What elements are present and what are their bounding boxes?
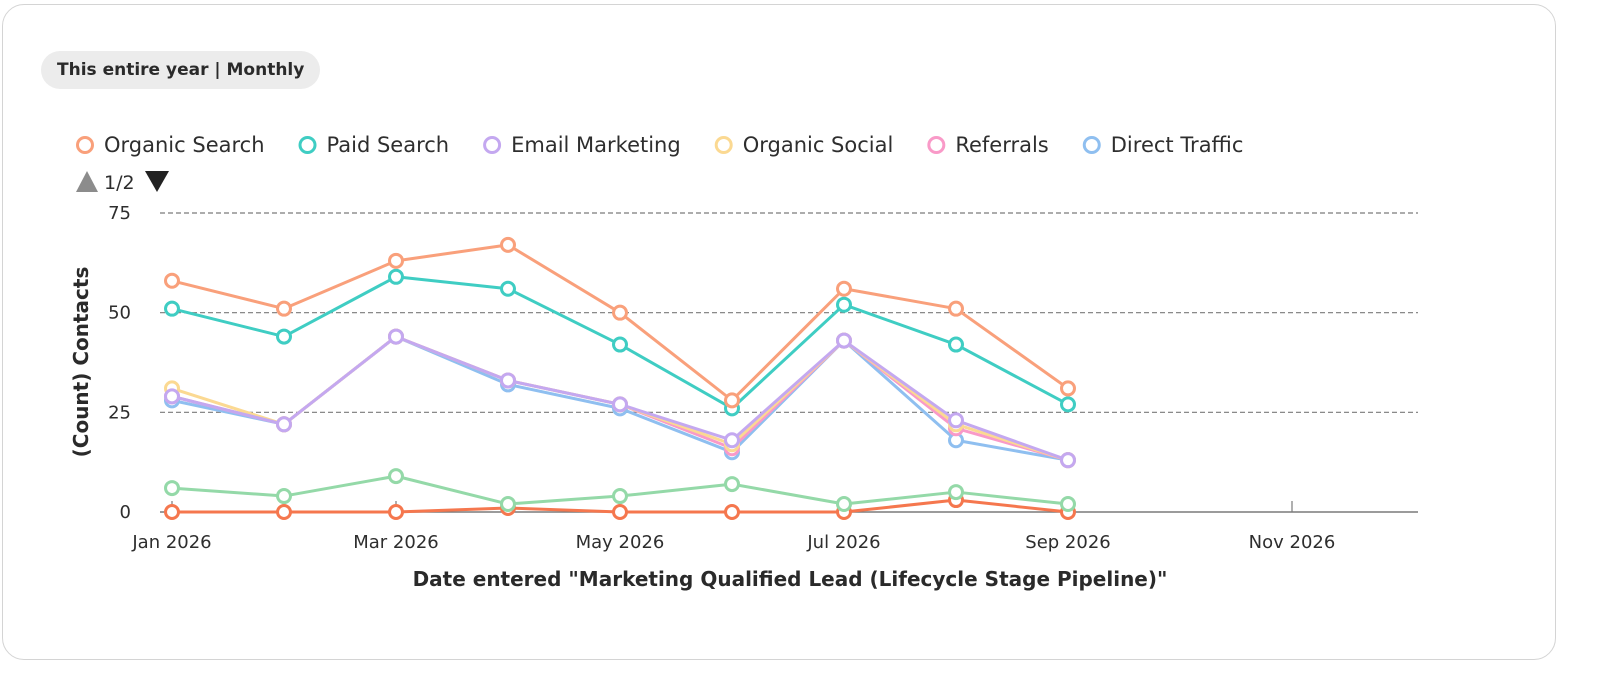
legend-marker-icon [714, 136, 733, 154]
data-point[interactable] [388, 268, 404, 285]
legend-label: Email Marketing [511, 133, 681, 157]
data-point[interactable] [948, 336, 964, 353]
legend-label: Organic Social [743, 133, 894, 157]
legend-item[interactable]: Referrals [927, 133, 1049, 157]
data-point[interactable] [164, 300, 180, 317]
series-paid-search [164, 268, 1076, 417]
data-point[interactable] [388, 504, 404, 520]
data-point[interactable] [1060, 496, 1076, 513]
data-point[interactable] [724, 476, 740, 493]
legend-page-indicator: 1/2 [104, 172, 135, 194]
legend-label: Organic Search [104, 133, 265, 157]
data-point[interactable] [724, 432, 740, 449]
data-point[interactable] [164, 388, 180, 405]
data-point[interactable] [276, 504, 292, 520]
legend: Organic Search Paid Search Email Marketing… [76, 133, 1244, 157]
data-point[interactable] [724, 504, 740, 520]
x-tick-label: Jul 2026 [806, 532, 880, 553]
data-point[interactable] [388, 328, 404, 345]
x-tick-label: Nov 2026 [1249, 532, 1336, 553]
x-tick-label: Jan 2026 [131, 532, 211, 553]
legend-item[interactable]: Paid Search [298, 133, 450, 157]
legend-marker-icon [76, 136, 94, 154]
data-point[interactable] [276, 416, 292, 433]
y-tick-label: 50 [108, 303, 131, 324]
x-tick-label: May 2026 [576, 532, 665, 553]
legend-marker-icon [927, 136, 946, 154]
x-axis-title: Date entered "Marketing Qualified Lead (… [413, 567, 1168, 591]
data-point[interactable] [836, 332, 852, 349]
legend-page-up-icon[interactable] [76, 171, 98, 192]
legend-marker-icon [298, 136, 317, 154]
data-point[interactable] [388, 252, 404, 269]
series [164, 236, 1076, 520]
data-point[interactable] [164, 480, 180, 497]
data-point[interactable] [164, 504, 180, 520]
legend-item[interactable]: Organic Search [76, 133, 265, 157]
series-organic-search [164, 236, 1076, 409]
legend-label: Referrals [955, 133, 1048, 157]
data-point[interactable] [836, 280, 852, 297]
data-point[interactable] [1060, 452, 1076, 469]
data-point[interactable] [612, 396, 628, 413]
data-point[interactable] [388, 468, 404, 485]
data-point[interactable] [836, 496, 852, 513]
series-unlabeled [164, 468, 1076, 513]
legend-page-down-icon[interactable] [145, 171, 169, 192]
legend-item[interactable]: Direct Traffic [1082, 133, 1244, 157]
data-point[interactable] [612, 336, 628, 353]
data-point[interactable] [164, 272, 180, 289]
legend-marker-icon [483, 136, 502, 154]
x-tick-label: Mar 2026 [353, 532, 439, 553]
legend-pager: 1/2 [76, 171, 169, 194]
legend-item[interactable]: Email Marketing [483, 133, 681, 157]
series-line [171, 243, 1069, 402]
data-point[interactable] [276, 488, 292, 505]
data-point[interactable] [276, 328, 292, 345]
data-point[interactable] [500, 496, 516, 513]
x-tick-label: Sep 2026 [1025, 532, 1110, 553]
data-point[interactable] [724, 392, 740, 409]
data-point[interactable] [948, 484, 964, 501]
y-tick-label: 0 [120, 502, 131, 523]
data-point[interactable] [500, 372, 516, 389]
data-point[interactable] [612, 488, 628, 505]
legend-label: Direct Traffic [1111, 133, 1244, 157]
data-point[interactable] [1060, 396, 1076, 413]
data-point[interactable] [948, 412, 964, 429]
legend-label: Paid Search [327, 133, 450, 157]
data-point[interactable] [836, 296, 852, 313]
data-point[interactable] [612, 304, 628, 321]
data-point[interactable] [1060, 380, 1076, 397]
data-point[interactable] [612, 504, 628, 520]
data-point[interactable] [500, 280, 516, 297]
legend-item[interactable]: Organic Social [714, 133, 894, 157]
y-tick-label: 75 [108, 203, 131, 224]
y-tick-label: 25 [108, 402, 131, 423]
data-point[interactable] [276, 300, 292, 317]
data-point[interactable] [948, 300, 964, 317]
date-range-filter-chip[interactable]: This entire year | Monthly [41, 51, 321, 89]
y-axis-title: (Count) Contacts [69, 267, 93, 458]
grid [160, 212, 1418, 413]
legend-marker-icon [1082, 136, 1101, 154]
series-email-marketing [164, 328, 1076, 469]
data-point[interactable] [500, 236, 516, 253]
